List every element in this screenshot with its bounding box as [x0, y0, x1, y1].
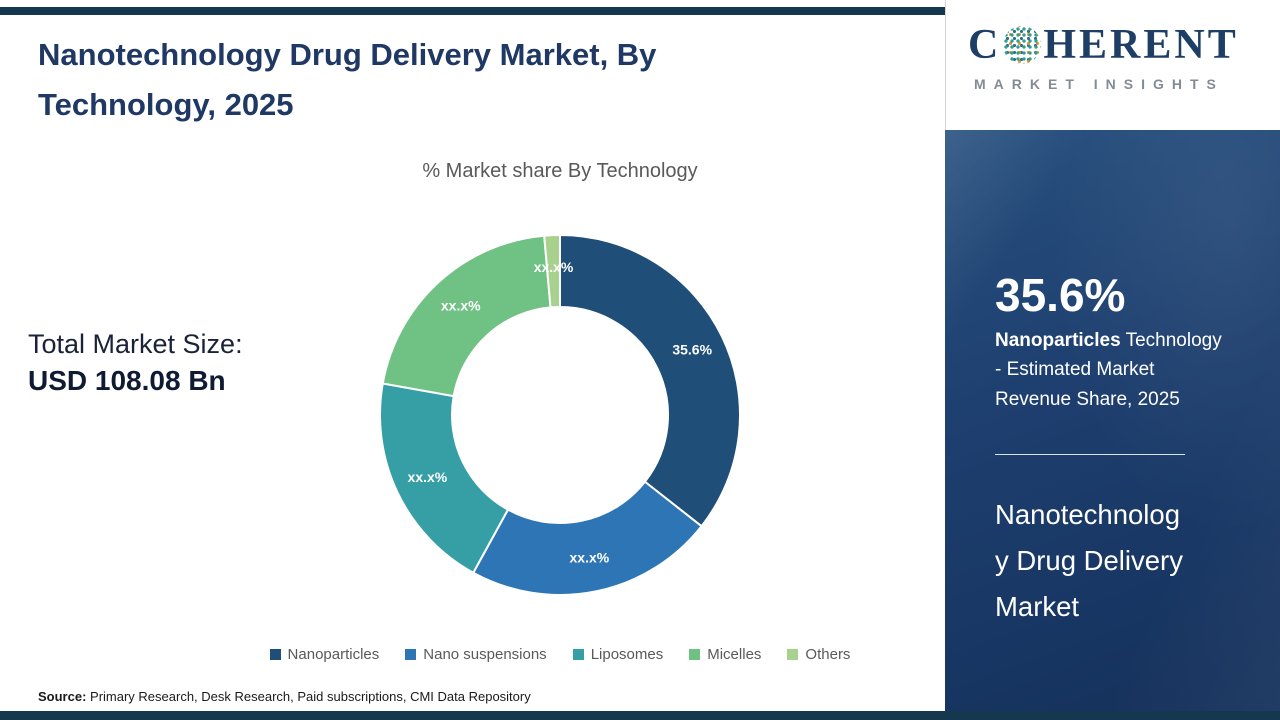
logo-tagline: MARKET INSIGHTS: [974, 76, 1224, 92]
globe-icon: [1003, 26, 1042, 64]
main-section: Nanotechnology Drug Delivery Market, By …: [0, 7, 945, 704]
donut-segment-others: [543, 233, 561, 309]
stat-description: Nanoparticles Technology - Estimated Mar…: [995, 326, 1230, 414]
legend-label: Micelles: [707, 646, 762, 663]
segment-label: xx.x%: [534, 259, 574, 275]
logo-letter-c: C: [968, 22, 1002, 68]
segment-label: xx.x%: [408, 469, 448, 485]
legend-item: Others: [787, 646, 850, 663]
total-market-label: Total Market Size:: [28, 329, 243, 359]
source-text: Primary Research, Desk Research, Paid su…: [86, 689, 531, 704]
segment-label: xx.x%: [570, 550, 610, 566]
side-panel: C HERENT MARKET INSIGHTS 35.6% Nanoparti…: [945, 0, 1280, 720]
logo-wordmark: C HERENT: [968, 24, 1262, 66]
legend-item: Micelles: [689, 646, 761, 663]
legend-label: Liposomes: [590, 646, 664, 663]
legend-item: Nano suspensions: [405, 646, 547, 663]
legend-swatch: [787, 649, 799, 660]
legend-label: Nano suspensions: [423, 646, 547, 663]
page-title: Nanotechnology Drug Delivery Market, By …: [38, 37, 657, 122]
legend-swatch: [689, 649, 701, 660]
legend-label: Nanoparticles: [287, 646, 380, 663]
logo-letters-herent: HERENT: [1043, 22, 1239, 68]
legend-swatch: [572, 649, 584, 660]
legend-item: Liposomes: [572, 646, 664, 663]
legend-swatch: [269, 649, 281, 660]
donut-segment-micelles: [381, 234, 552, 398]
top-accent-bar: [0, 7, 945, 15]
bottom-accent-bar: [0, 711, 1280, 720]
donut-segment-nanoparticles: [559, 233, 741, 528]
source-note: Source: Primary Research, Desk Research,…: [38, 689, 531, 704]
stat-highlight: Nanoparticles: [995, 330, 1121, 351]
segment-label: 35.6%: [672, 341, 712, 357]
brand-logo: C HERENT MARKET INSIGHTS: [945, 0, 1280, 130]
panel-divider: [995, 454, 1185, 455]
stat-value: 35.6%: [995, 269, 1126, 321]
donut-segment-nano-suspensions: [471, 480, 703, 596]
donut-segment-liposomes: [379, 382, 510, 575]
donut-chart: 35.6% xx.x% xx.x% xx.x% xx.x%: [379, 233, 741, 596]
total-market-value: USD 108.08 Bn: [28, 365, 226, 397]
stat-rest: Technology - Estimated Market Revenue Sh…: [995, 330, 1222, 410]
legend-item: Nanoparticles: [269, 646, 380, 663]
source-label: Source:: [38, 689, 87, 704]
total-market-size: Total Market Size: USD 108.08 Bn: [28, 326, 243, 400]
side-panel-body: 35.6% Nanoparticles Technology - Estimat…: [945, 130, 1280, 720]
chart-title: % Market share By Technology: [422, 160, 698, 182]
legend-label: Others: [805, 646, 851, 663]
chart-legend: Nanoparticles Nano suspensions Liposomes Mi…: [188, 646, 932, 663]
legend-swatch: [405, 649, 417, 660]
segment-label: xx.x%: [441, 297, 481, 313]
market-name: Nanotechnolog y Drug Delivery Market: [995, 499, 1183, 623]
